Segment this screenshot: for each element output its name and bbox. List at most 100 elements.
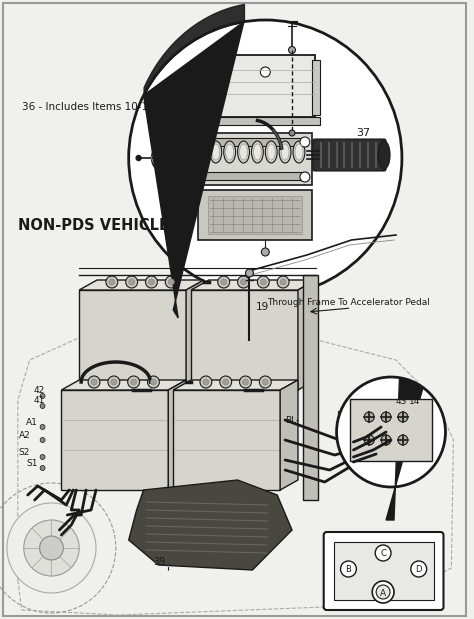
Polygon shape — [79, 280, 204, 290]
Circle shape — [200, 376, 212, 388]
Circle shape — [108, 376, 120, 388]
FancyBboxPatch shape — [188, 172, 307, 180]
Ellipse shape — [254, 144, 261, 160]
Circle shape — [7, 503, 96, 593]
Text: 39: 39 — [154, 557, 166, 567]
Text: NON-PDS VEHICLE: NON-PDS VEHICLE — [18, 218, 169, 233]
Circle shape — [398, 435, 408, 445]
Text: D: D — [416, 565, 422, 573]
Circle shape — [411, 561, 427, 577]
Polygon shape — [168, 380, 186, 490]
Polygon shape — [191, 280, 316, 290]
Ellipse shape — [152, 146, 169, 170]
Ellipse shape — [295, 144, 303, 160]
Polygon shape — [386, 378, 423, 520]
Circle shape — [203, 379, 209, 385]
Circle shape — [300, 172, 310, 182]
Polygon shape — [79, 290, 186, 390]
Ellipse shape — [293, 141, 305, 163]
Text: A: A — [380, 589, 386, 597]
Circle shape — [40, 465, 45, 470]
Polygon shape — [280, 380, 298, 490]
Polygon shape — [173, 380, 298, 390]
Circle shape — [376, 585, 390, 599]
Circle shape — [340, 561, 356, 577]
Circle shape — [150, 379, 156, 385]
Circle shape — [136, 155, 141, 160]
Circle shape — [40, 404, 45, 409]
Circle shape — [218, 276, 230, 288]
Circle shape — [289, 130, 295, 136]
FancyBboxPatch shape — [3, 3, 466, 616]
Polygon shape — [191, 290, 298, 390]
Circle shape — [259, 376, 271, 388]
Circle shape — [260, 67, 270, 77]
Circle shape — [24, 520, 79, 576]
Circle shape — [237, 276, 249, 288]
Circle shape — [262, 379, 268, 385]
Ellipse shape — [267, 144, 275, 160]
Circle shape — [126, 276, 137, 288]
Circle shape — [260, 279, 266, 285]
Ellipse shape — [265, 141, 277, 163]
Polygon shape — [173, 390, 280, 490]
Circle shape — [398, 412, 408, 422]
Circle shape — [246, 269, 254, 277]
Circle shape — [240, 279, 246, 285]
Ellipse shape — [212, 144, 220, 160]
Circle shape — [40, 425, 45, 430]
Circle shape — [128, 279, 135, 285]
Ellipse shape — [279, 141, 291, 163]
Text: 19: 19 — [255, 302, 269, 312]
Text: 14: 14 — [409, 397, 420, 406]
FancyBboxPatch shape — [216, 55, 315, 117]
Circle shape — [40, 438, 45, 443]
Circle shape — [185, 137, 195, 147]
Circle shape — [185, 172, 195, 182]
Circle shape — [375, 545, 391, 561]
Circle shape — [40, 394, 45, 399]
Text: Through Frame To Accelerator Pedal: Through Frame To Accelerator Pedal — [267, 298, 430, 307]
Ellipse shape — [378, 141, 390, 169]
Circle shape — [300, 137, 310, 147]
Circle shape — [280, 279, 286, 285]
Circle shape — [131, 379, 137, 385]
FancyBboxPatch shape — [198, 190, 312, 240]
Circle shape — [146, 276, 157, 288]
Polygon shape — [298, 280, 316, 390]
Circle shape — [128, 376, 139, 388]
Text: 42: 42 — [34, 386, 45, 395]
FancyBboxPatch shape — [312, 60, 320, 115]
Circle shape — [372, 581, 394, 603]
Text: 37: 37 — [356, 128, 371, 138]
Circle shape — [381, 435, 391, 445]
Circle shape — [106, 276, 118, 288]
Text: B: B — [346, 565, 351, 573]
Ellipse shape — [226, 144, 234, 160]
Polygon shape — [61, 390, 168, 490]
Circle shape — [221, 279, 227, 285]
Circle shape — [257, 276, 269, 288]
Circle shape — [147, 376, 159, 388]
Ellipse shape — [210, 141, 222, 163]
Polygon shape — [186, 280, 204, 390]
Ellipse shape — [224, 141, 236, 163]
Circle shape — [40, 536, 64, 560]
FancyBboxPatch shape — [350, 399, 432, 461]
FancyBboxPatch shape — [216, 117, 320, 125]
Circle shape — [277, 276, 289, 288]
Circle shape — [289, 46, 295, 53]
FancyBboxPatch shape — [313, 139, 386, 171]
Circle shape — [381, 412, 391, 422]
Circle shape — [111, 379, 117, 385]
Circle shape — [109, 279, 115, 285]
Circle shape — [40, 454, 45, 459]
Polygon shape — [303, 275, 318, 500]
Circle shape — [223, 379, 228, 385]
Circle shape — [88, 376, 100, 388]
FancyBboxPatch shape — [334, 542, 434, 600]
FancyBboxPatch shape — [183, 133, 312, 185]
Polygon shape — [144, 22, 244, 318]
Circle shape — [365, 412, 374, 422]
Text: 43: 43 — [396, 397, 407, 406]
